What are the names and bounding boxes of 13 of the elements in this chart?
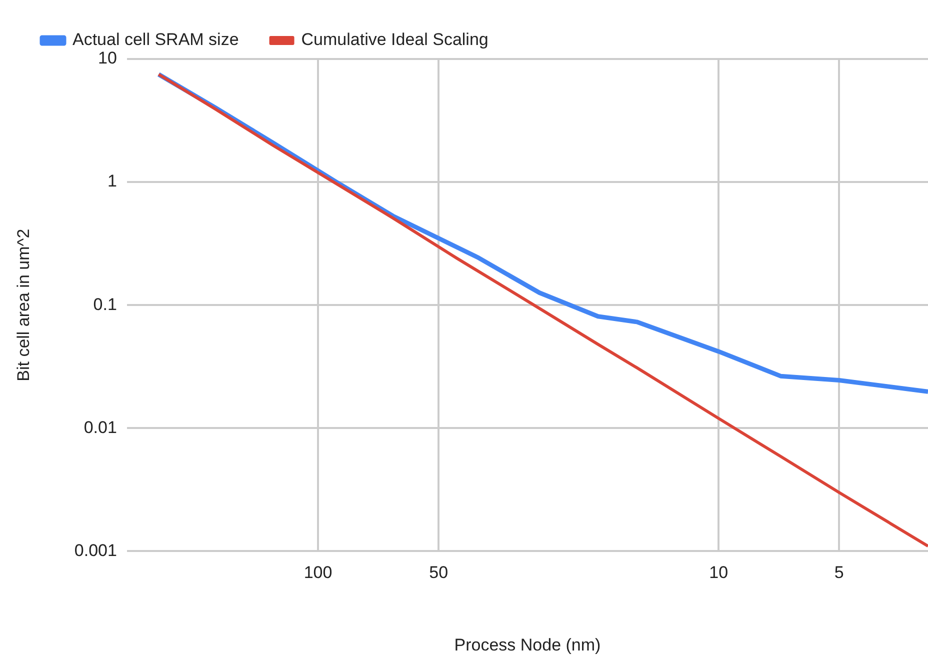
x-tick-label: 5 — [834, 563, 844, 582]
y-tick-label: 1 — [107, 172, 117, 191]
y-tick-label: 0.01 — [84, 418, 117, 437]
y-axis-title: Bit cell area in um^2 — [14, 228, 33, 382]
x-tick-label: 50 — [429, 563, 448, 582]
x-tick-label: 100 — [304, 563, 332, 582]
y-tick-label: 0.001 — [74, 540, 117, 560]
legend-label: Actual cell SRAM size — [72, 30, 239, 50]
x-axis-title: Process Node (nm) — [454, 635, 601, 654]
x-tick-label: 10 — [709, 563, 728, 582]
y-tick-label: 0.1 — [93, 294, 117, 314]
legend-label: Cumulative Ideal Scaling — [301, 30, 488, 50]
y-tick-label: 10 — [98, 48, 117, 68]
